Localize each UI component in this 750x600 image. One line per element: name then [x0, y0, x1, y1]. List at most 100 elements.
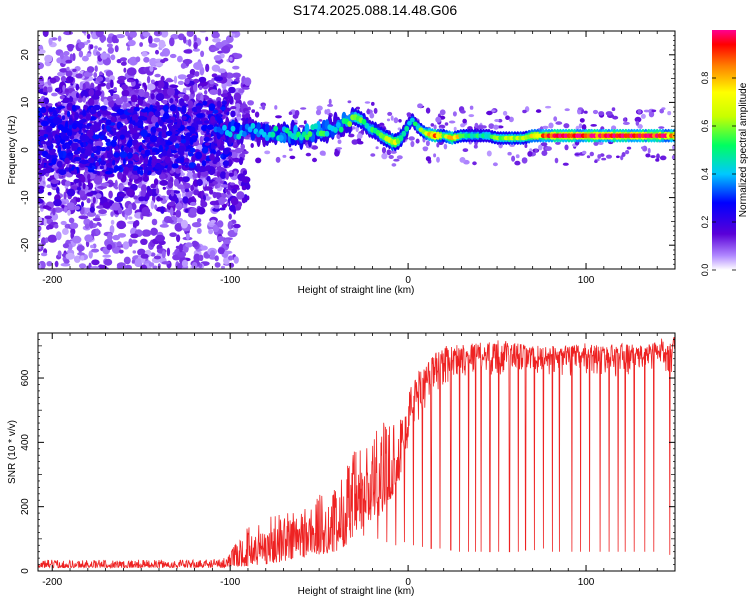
noise-blob: [462, 148, 469, 153]
noise-blob: [564, 144, 569, 151]
noise-blob: [106, 95, 113, 102]
noise-blob: [116, 241, 122, 247]
noise-blob: [180, 219, 188, 229]
noise-blob: [140, 264, 148, 269]
noise-blob: [127, 39, 136, 47]
noise-blob: [406, 112, 412, 117]
signal-blob: [222, 160, 230, 167]
noise-blob: [300, 107, 307, 110]
noise-blob: [219, 171, 227, 180]
signal-blob: [120, 145, 125, 153]
noise-blob: [200, 245, 208, 251]
noise-blob: [49, 175, 54, 179]
signal-blob: [109, 130, 114, 135]
noise-blob: [217, 88, 222, 96]
noise-blob: [637, 124, 643, 129]
noise-blob: [130, 233, 139, 239]
noise-blob: [164, 79, 174, 83]
signal-blob: [210, 141, 215, 150]
signal-blob: [131, 169, 137, 174]
noise-blob: [138, 196, 145, 202]
noise-blob: [127, 181, 132, 186]
noise-blob: [582, 150, 587, 155]
signal-blob: [140, 108, 149, 113]
noise-blob: [77, 252, 85, 256]
noise-blob: [150, 79, 155, 84]
noise-blob: [159, 224, 169, 228]
noise-blob: [69, 95, 74, 103]
noise-blob: [72, 235, 82, 244]
signal-blob: [187, 144, 191, 150]
ridge-core: [222, 124, 227, 131]
noise-blob: [126, 79, 134, 83]
noise-blob: [133, 195, 138, 200]
noise-blob: [65, 59, 73, 64]
signal-blob: [195, 113, 204, 118]
noise-blob: [86, 198, 91, 204]
noise-blob: [493, 124, 499, 130]
signal-blob: [154, 110, 161, 118]
signal-blob: [149, 143, 154, 147]
signal-blob: [180, 138, 187, 144]
colorbar-label: Normalized spectral amplitude: [738, 82, 749, 217]
noise-blob: [62, 243, 69, 249]
noise-blob: [209, 89, 219, 95]
noise-blob: [233, 53, 243, 59]
noise-blob: [433, 153, 437, 158]
noise-blob: [73, 255, 81, 263]
signal-blob: [95, 162, 100, 167]
signal-blob: [52, 109, 58, 117]
ridge-core: [410, 117, 415, 123]
noise-blob: [114, 45, 119, 53]
signal-blob: [113, 152, 120, 158]
noise-blob: [671, 154, 675, 160]
signal-blob: [61, 115, 66, 120]
noise-blob: [605, 111, 613, 116]
ridge-band: [281, 132, 287, 144]
noise-blob: [233, 92, 242, 102]
noise-blob: [123, 256, 131, 265]
noise-blob: [55, 231, 62, 241]
noise-blob: [535, 109, 542, 113]
signal-blob: [92, 134, 100, 140]
signal-blob: [96, 171, 101, 176]
signal-blob: [145, 115, 152, 123]
snr-series-line: [38, 336, 675, 570]
noise-blob: [102, 163, 107, 171]
signal-blob: [71, 104, 77, 112]
signal-blob: [144, 110, 148, 118]
noise-blob: [230, 149, 236, 153]
snr-y-label: SNR (10 * v/v): [7, 420, 18, 484]
signal-blob: [62, 143, 67, 150]
colorbar-tick-label: 0.6: [700, 120, 710, 133]
noise-blob: [616, 155, 620, 159]
noise-blob: [246, 195, 250, 201]
noise-blob: [83, 71, 93, 77]
signal-blob: [113, 168, 117, 173]
noise-blob: [92, 196, 96, 204]
noise-blob: [228, 172, 235, 177]
signal-blob: [158, 153, 163, 158]
noise-blob: [209, 189, 214, 195]
noise-blob: [548, 122, 554, 129]
colorbar-gradient: [712, 30, 736, 270]
x-tick-label: 0: [405, 577, 411, 588]
noise-blob: [191, 240, 199, 248]
signal-blob: [86, 129, 94, 138]
noise-blob: [180, 62, 186, 69]
noise-blob: [94, 65, 98, 72]
signal-blob: [110, 139, 117, 148]
snr-background: [38, 333, 675, 571]
noise-blob: [68, 76, 74, 82]
noise-blob: [211, 73, 218, 78]
noise-blob: [38, 230, 41, 239]
ridge-core: [227, 131, 233, 138]
noise-blob: [65, 252, 75, 260]
noise-blob: [132, 250, 137, 254]
noise-blob: [155, 93, 165, 102]
signal-blob: [136, 142, 144, 147]
noise-blob: [44, 54, 53, 63]
noise-blob: [598, 141, 604, 145]
noise-blob: [275, 115, 282, 119]
noise-blob: [658, 126, 665, 129]
